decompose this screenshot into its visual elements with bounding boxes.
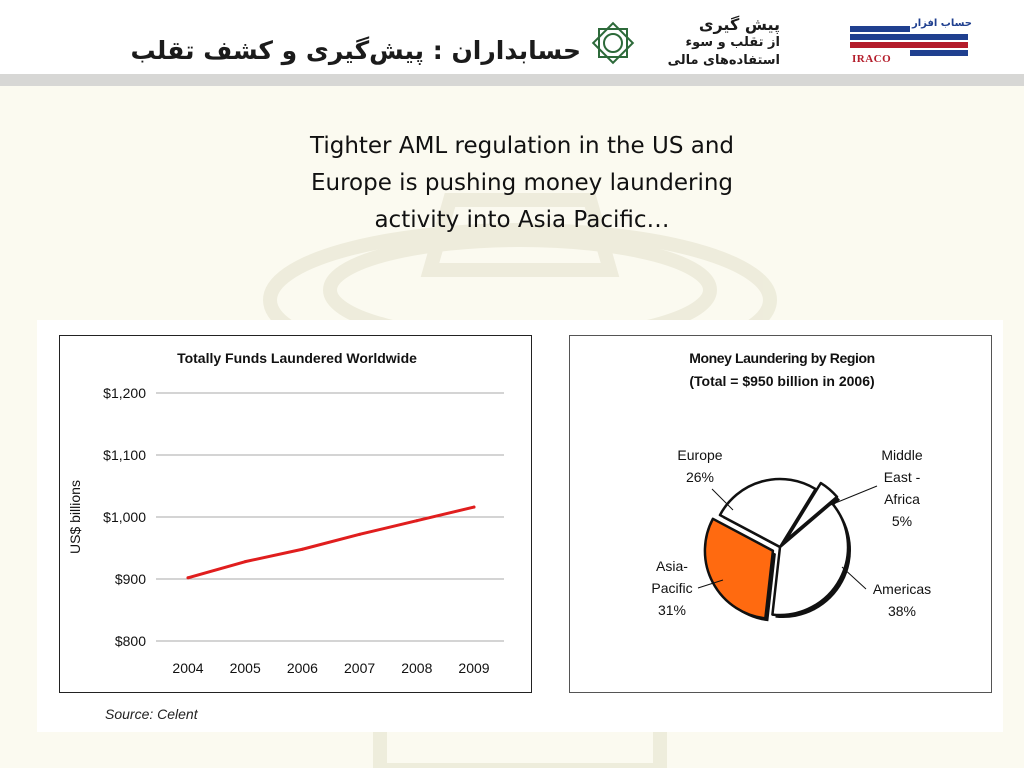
- x-tick-label: 2009: [458, 660, 489, 676]
- x-tick-label: 2006: [287, 660, 318, 676]
- header-title: حسابداران : پیش‌گیری و کشف تقلب: [130, 36, 581, 65]
- slide-title-line: Tighter AML regulation in the US and: [309, 133, 735, 159]
- slice-label-middle-east-africa: Africa: [884, 491, 920, 507]
- leader-line-americas: [841, 566, 867, 590]
- pie-chart: Money Laundering by Region (Total = $950 …: [651, 350, 931, 622]
- slice-pct-middle-east-africa: 5%: [892, 513, 912, 529]
- line-chart: Totally Funds Laundered Worldwide $800 $90…: [67, 350, 504, 676]
- data-line-series: [186, 505, 476, 580]
- data-point: [186, 576, 190, 580]
- x-tick-label: 2007: [344, 660, 375, 676]
- header-bar: حسابداران : پیش‌گیری و کشف تقلب پیش گیری…: [0, 0, 1024, 86]
- y-tick-label: $1,000: [103, 509, 146, 525]
- brand-line: از تقلب و سوء: [685, 35, 781, 50]
- slide-title: Tighter AML regulation in the US and Eur…: [262, 128, 782, 239]
- slice-label-americas: Americas: [873, 581, 931, 597]
- leader-line-europe: [711, 488, 734, 511]
- iraco-label: IRACO: [852, 53, 892, 65]
- pie-slice-asia-pacific: [703, 517, 775, 620]
- slice-pct-europe: 26%: [686, 469, 714, 485]
- pie-slice-europe: [718, 477, 817, 549]
- data-point: [415, 519, 419, 523]
- pie-chart-panel: Money Laundering by Region (Total = $950 …: [569, 335, 992, 693]
- slice-label-middle-east-africa: Middle: [881, 447, 922, 463]
- seal-logo-icon: [591, 21, 635, 65]
- brand-text: پیش گیری از تقلب و سوء استفاده‌های مالی: [668, 16, 780, 72]
- chart-figure: Totally Funds Laundered Worldwide $800 $90…: [37, 320, 1003, 732]
- chart-subtitle: (Total = $950 billion in 2006): [689, 373, 874, 389]
- brand-line: استفاده‌های مالی: [667, 53, 780, 68]
- pie-slice-middle-east-africa: [783, 481, 839, 543]
- iraco-top-text: حساب افزار: [911, 18, 972, 29]
- data-point: [243, 560, 247, 564]
- y-tick-label: $800: [115, 633, 146, 649]
- y-tick-label: $1,200: [103, 385, 146, 401]
- y-axis-label: US$ billions: [67, 480, 83, 554]
- chart-title: Totally Funds Laundered Worldwide: [177, 350, 417, 366]
- iraco-logo: حساب افزار IRACO: [840, 18, 972, 66]
- x-tick-label: 2008: [401, 660, 432, 676]
- slice-pct-asia-pacific: 31%: [658, 602, 686, 618]
- slice-label-europe: Europe: [677, 447, 722, 463]
- data-point: [472, 505, 476, 509]
- leader-line-middle-east-africa: [827, 485, 878, 507]
- chart-title: Money Laundering by Region: [689, 350, 875, 366]
- slice-label-asia-pacific: Pacific: [651, 580, 692, 596]
- x-tick-label: 2005: [230, 660, 261, 676]
- brand-line: پیش گیری: [698, 15, 780, 34]
- x-tick-label: 2004: [172, 660, 203, 676]
- slide-title-line: Europe is pushing money laundering: [310, 170, 734, 196]
- slide-title-line: activity into Asia Pacific…: [374, 207, 670, 233]
- data-point: [358, 532, 362, 536]
- slice-label-asia-pacific: Asia-: [656, 558, 688, 574]
- y-tick-label: $900: [115, 571, 146, 587]
- y-tick-label: $1,100: [103, 447, 146, 463]
- line-chart-panel: Totally Funds Laundered Worldwide $800 $90…: [59, 335, 532, 693]
- leader-line-asia-pacific: [697, 579, 724, 589]
- data-point: [300, 547, 304, 551]
- source-note: Source: Celent: [105, 706, 198, 722]
- slice-pct-americas: 38%: [888, 603, 916, 619]
- pie-slice-americas: [771, 501, 850, 617]
- iraco-stripes-icon: [850, 26, 968, 56]
- slice-label-middle-east-africa: East -: [884, 469, 921, 485]
